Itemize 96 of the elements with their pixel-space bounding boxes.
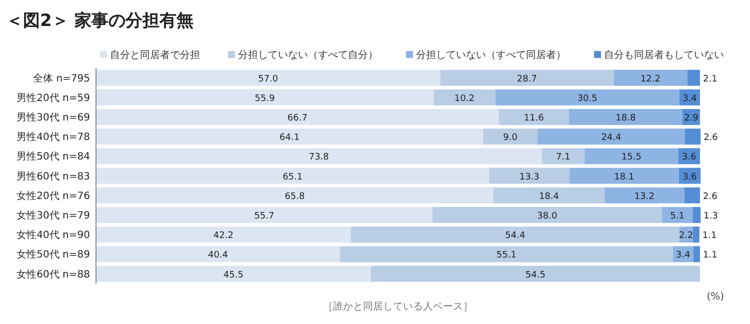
bar — [684, 128, 701, 145]
data-label: 15.5 — [621, 152, 642, 163]
data-label: 66.7 — [287, 114, 308, 124]
data-label: 2.6 — [704, 133, 718, 144]
data-label: 65.8 — [284, 192, 306, 202]
data-label: 11.6 — [524, 114, 544, 124]
bar — [96, 207, 432, 223]
data-label: 55.9 — [254, 94, 276, 104]
bar — [584, 148, 678, 164]
data-label: 1.1 — [702, 231, 717, 242]
bar — [370, 266, 700, 282]
data-label: 2.9 — [684, 114, 699, 124]
data-label: 57.0 — [258, 74, 278, 84]
data-label: 45.5 — [223, 270, 244, 280]
data-label: 65.1 — [282, 172, 303, 182]
bar — [604, 187, 684, 204]
data-label: 13.2 — [634, 192, 654, 202]
bar — [350, 226, 680, 243]
bar — [96, 246, 340, 262]
data-label: 24.4 — [601, 133, 622, 144]
bar — [498, 109, 569, 125]
data-label: 40.4 — [208, 250, 228, 261]
data-label: 1.1 — [703, 250, 718, 261]
y-tick-label: 女性60代 n=88 — [16, 268, 90, 280]
y-tick-label: 男性50代 n=84 — [16, 150, 90, 163]
data-label: 7.1 — [556, 152, 570, 163]
chart-title: ＜図2＞ 家事の分担有無 — [6, 11, 194, 31]
y-tick-label: 男性40代 n=78 — [16, 131, 90, 144]
legend-label: 自分と同居者で分担 — [110, 49, 200, 61]
bar — [662, 207, 693, 223]
data-label: 2.6 — [703, 192, 718, 202]
data-label: 28.7 — [516, 74, 537, 84]
data-label: 38.0 — [537, 212, 558, 222]
legend-label: 分担していない（すべて自分） — [238, 49, 378, 61]
data-label: 42.2 — [213, 231, 234, 242]
data-label: 2.2 — [678, 231, 694, 242]
legend-label: 自分も同居者もしていない — [604, 49, 724, 61]
data-label: 3.6 — [682, 172, 698, 182]
y-tick-label: 男性20代 n=59 — [16, 92, 90, 104]
bar — [340, 246, 673, 262]
bar — [96, 168, 490, 184]
data-label: 18.4 — [538, 192, 560, 202]
legend-label: 分担していない（すべて同居者） — [416, 49, 566, 61]
data-label: 5.1 — [670, 212, 685, 222]
data-label: 54.5 — [525, 270, 546, 280]
bar — [96, 128, 484, 145]
data-label: 9.0 — [503, 133, 518, 144]
bar — [96, 187, 494, 204]
data-label: 3.4 — [682, 94, 698, 104]
bar — [96, 89, 434, 106]
bar — [483, 128, 538, 145]
bar — [96, 70, 440, 86]
bar — [542, 148, 585, 164]
data-label: 55.1 — [496, 250, 516, 261]
y-tick-label: 全体 n=795 — [33, 72, 90, 84]
bar — [440, 70, 614, 86]
bar — [687, 70, 700, 86]
bar — [495, 89, 680, 106]
data-label: 18.8 — [616, 114, 636, 124]
data-label: 3.4 — [676, 250, 691, 261]
bar — [96, 109, 499, 125]
bar — [692, 226, 700, 243]
data-label: 13.3 — [519, 172, 540, 182]
bar — [493, 187, 605, 204]
bar — [96, 226, 351, 243]
data-label: 54.4 — [505, 231, 526, 242]
y-tick-label: 女性30代 n=79 — [16, 210, 90, 222]
bar — [614, 70, 688, 86]
bar — [693, 246, 700, 262]
data-label: 30.5 — [577, 94, 598, 104]
bar — [96, 266, 371, 282]
data-label: 64.1 — [280, 133, 300, 144]
bar — [692, 207, 701, 223]
bar — [568, 109, 682, 125]
y-tick-label: 男性30代 n=69 — [16, 112, 90, 124]
data-label: 2.1 — [703, 74, 718, 84]
bar — [538, 128, 685, 145]
data-label: 1.3 — [704, 212, 718, 222]
data-label: 55.7 — [254, 212, 274, 222]
y-tick-label: 女性50代 n=89 — [16, 248, 90, 261]
bar — [684, 187, 700, 204]
data-label: 12.2 — [640, 74, 660, 84]
bar — [432, 207, 662, 223]
data-label: 18.1 — [614, 172, 634, 182]
y-tick-label: 男性60代 n=83 — [16, 170, 90, 182]
bar — [96, 148, 542, 164]
data-label: 73.8 — [308, 152, 330, 163]
data-label: 10.2 — [454, 94, 474, 104]
y-tick-label: 女性40代 n=90 — [16, 229, 90, 242]
data-label: 3.6 — [682, 152, 697, 163]
text: ［誰かと同居している人ベース］ — [323, 300, 473, 313]
bar — [489, 168, 570, 184]
text: (%) — [706, 292, 724, 303]
bar — [434, 89, 496, 106]
bar — [570, 168, 679, 184]
y-tick-label: 女性20代 n=76 — [16, 190, 90, 202]
